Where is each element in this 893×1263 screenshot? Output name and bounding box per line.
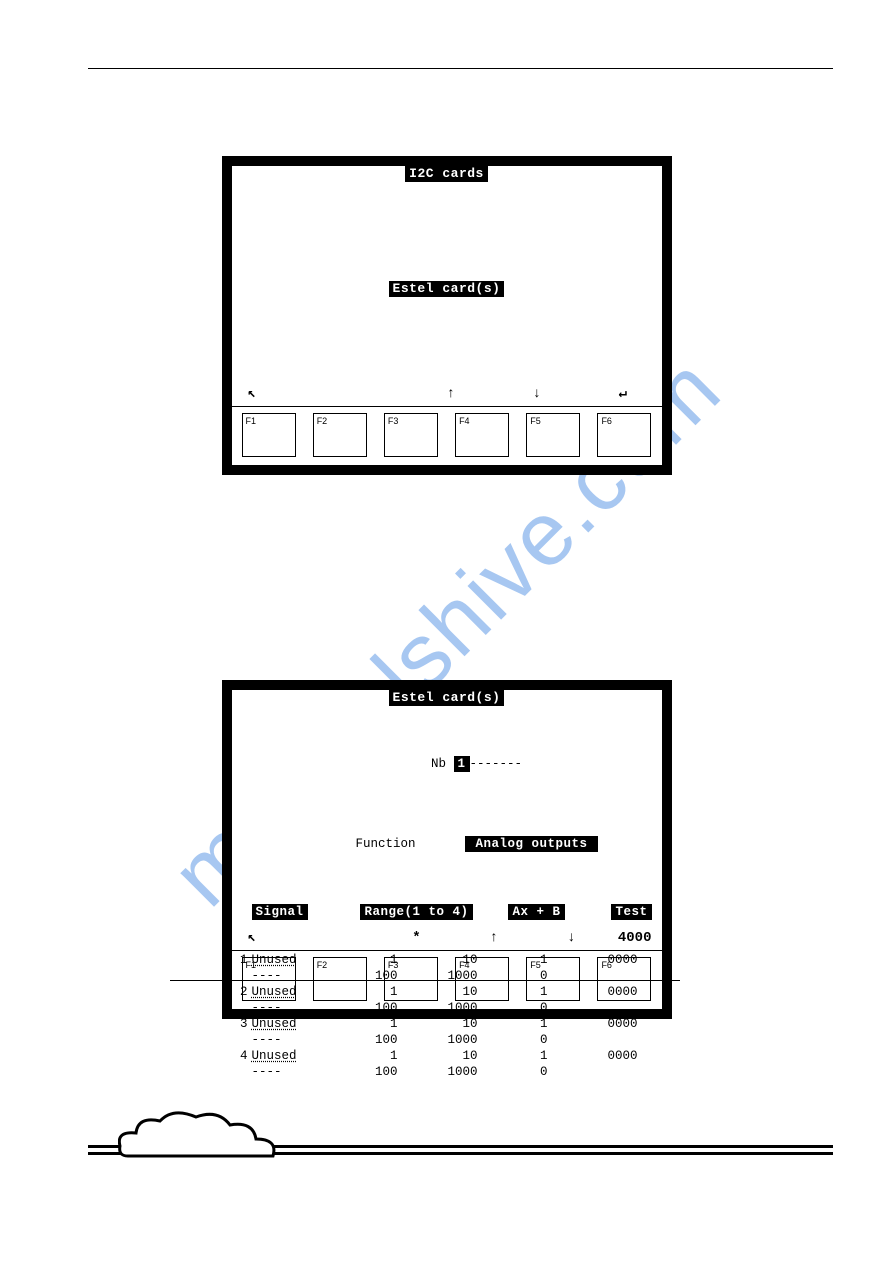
test-value[interactable]: 0000	[568, 952, 638, 968]
screen2-nav-row: ↖ * ↑ ↓ 4000	[232, 930, 662, 946]
nb-value[interactable]: 1	[454, 756, 470, 772]
fkey-strip-1: F1 F2 F3 F4 F5 F6	[232, 406, 662, 465]
fkey-f2[interactable]: F2	[313, 413, 367, 457]
range-a1[interactable]: 1	[328, 952, 398, 968]
function-row: FunctionAnalog outputs	[238, 820, 656, 868]
screen2-body: Nb 1------- FunctionAnalog outputs Signa…	[232, 706, 662, 1112]
function-label: Function	[355, 836, 465, 852]
fkey-f5[interactable]: F5	[526, 413, 580, 457]
nav2-down-icon[interactable]: ↓	[498, 930, 575, 946]
range-a1[interactable]: 1	[328, 984, 398, 1000]
ax-a[interactable]: 1	[478, 1016, 568, 1032]
fkey-f1[interactable]: F1	[242, 413, 296, 457]
table-row-sub: ----10010000	[238, 1064, 656, 1080]
screen2-title: Estel card(s)	[389, 690, 505, 706]
nav-up-icon[interactable]: ↑	[309, 386, 455, 402]
range-a2[interactable]: 10	[398, 984, 478, 1000]
signal-dashes: ----	[252, 968, 328, 984]
nav-enter-icon[interactable]: ↵	[541, 386, 627, 402]
signal-value[interactable]: Unused	[252, 953, 297, 967]
signal-dashes: ----	[252, 1064, 328, 1080]
table-rows: 1Unused11010000----100100002Unused110100…	[238, 952, 656, 1080]
ax-a[interactable]: 1	[478, 1048, 568, 1064]
table-row: 4Unused11010000	[238, 1048, 656, 1064]
nb-dashes: -------	[470, 757, 523, 771]
signal-value[interactable]: Unused	[252, 1017, 297, 1031]
table-row-sub: ----10010000	[238, 1032, 656, 1048]
range-b1[interactable]: 100	[328, 1064, 398, 1080]
nav2-star-icon[interactable]: *	[300, 930, 420, 946]
signal-value[interactable]: Unused	[252, 985, 297, 999]
hdr-signal: Signal	[252, 904, 308, 920]
signal-dashes: ----	[252, 1000, 328, 1016]
range-b2[interactable]: 1000	[398, 968, 478, 984]
ax-a[interactable]: 1	[478, 984, 568, 1000]
mid-horizontal-rule	[170, 980, 680, 981]
nav-down-icon[interactable]: ↓	[455, 386, 541, 402]
device-panel-1: I2C cards Estel card(s) ↖ ↑ ↓ ↵ F1 F2 F3…	[222, 156, 672, 475]
hdr-test: Test	[611, 904, 651, 920]
test-value[interactable]: 0000	[568, 1048, 638, 1064]
nav-back-icon[interactable]: ↖	[232, 386, 309, 402]
nav2-back-icon[interactable]: ↖	[232, 930, 301, 946]
range-a2[interactable]: 10	[398, 1016, 478, 1032]
ax-b[interactable]: 0	[478, 968, 568, 984]
table-row: 2Unused11010000	[238, 984, 656, 1000]
lcd-screen-2: Estel card(s) Nb 1------- FunctionAnalog…	[232, 690, 662, 950]
range-b2[interactable]: 1000	[398, 1032, 478, 1048]
signal-value[interactable]: Unused	[252, 1049, 297, 1063]
range-b1[interactable]: 100	[328, 1032, 398, 1048]
fkey-f4[interactable]: F4	[455, 413, 509, 457]
screen1-title: I2C cards	[405, 166, 488, 182]
nav2-value[interactable]: 4000	[575, 930, 661, 946]
row-index: 3	[238, 1016, 252, 1032]
fkey-f3[interactable]: F3	[384, 413, 438, 457]
screen1-nav-row: ↖ ↑ ↓ ↵	[232, 386, 662, 402]
range-b2[interactable]: 1000	[398, 1000, 478, 1016]
table-row-sub: ----10010000	[238, 968, 656, 984]
hdr-ax: Ax + B	[508, 904, 564, 920]
nav2-up-icon[interactable]: ↑	[421, 930, 498, 946]
top-horizontal-rule	[88, 68, 833, 69]
device-panel-2: Estel card(s) Nb 1------- FunctionAnalog…	[222, 680, 672, 1019]
nb-label: Nb	[431, 757, 446, 771]
table-header-row: Signal Range(1 to 4) Ax + B Test	[238, 904, 656, 920]
row-index: 2	[238, 984, 252, 1000]
ax-b[interactable]: 0	[478, 1000, 568, 1016]
ax-b[interactable]: 0	[478, 1064, 568, 1080]
test-value[interactable]: 0000	[568, 984, 638, 1000]
footer-decoration	[88, 1117, 833, 1177]
hdr-range: Range(1 to 4)	[360, 904, 472, 920]
range-a2[interactable]: 10	[398, 1048, 478, 1064]
ax-b[interactable]: 0	[478, 1032, 568, 1048]
range-b1[interactable]: 100	[328, 1000, 398, 1016]
screen1-menu-item[interactable]: Estel card(s)	[389, 281, 505, 297]
function-value[interactable]: Analog outputs	[465, 836, 597, 852]
row-index: 1	[238, 952, 252, 968]
signal-dashes: ----	[252, 1032, 328, 1048]
lcd-screen-1: I2C cards Estel card(s) ↖ ↑ ↓ ↵	[232, 166, 662, 406]
screen1-title-bar: I2C cards	[232, 166, 662, 182]
screen2-title-bar: Estel card(s)	[232, 690, 662, 706]
range-a2[interactable]: 10	[398, 952, 478, 968]
nb-row: Nb 1-------	[238, 740, 656, 788]
ax-a[interactable]: 1	[478, 952, 568, 968]
range-b2[interactable]: 1000	[398, 1064, 478, 1080]
table-row-sub: ----10010000	[238, 1000, 656, 1016]
table-row: 1Unused11010000	[238, 952, 656, 968]
range-a1[interactable]: 1	[328, 1048, 398, 1064]
row-index: 4	[238, 1048, 252, 1064]
table-row: 3Unused11010000	[238, 1016, 656, 1032]
cloud-icon	[118, 1111, 298, 1171]
screen1-menu: Estel card(s)	[232, 281, 662, 297]
range-a1[interactable]: 1	[328, 1016, 398, 1032]
fkey-f6[interactable]: F6	[597, 413, 651, 457]
test-value[interactable]: 0000	[568, 1016, 638, 1032]
range-b1[interactable]: 100	[328, 968, 398, 984]
